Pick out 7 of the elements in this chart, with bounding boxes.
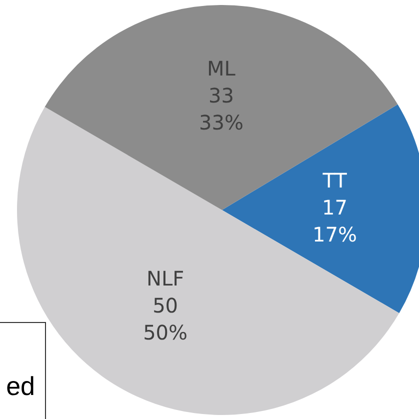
- data-label: 50 50%: [143, 294, 188, 345]
- slice-label: TT: [322, 168, 348, 192]
- data-label: 33 33%: [198, 83, 244, 134]
- text: ed: [6, 371, 35, 402]
- slice-label: NLF: [146, 266, 184, 291]
- data-label: 17 17%: [312, 195, 357, 246]
- slice-label: ML: [207, 56, 236, 80]
